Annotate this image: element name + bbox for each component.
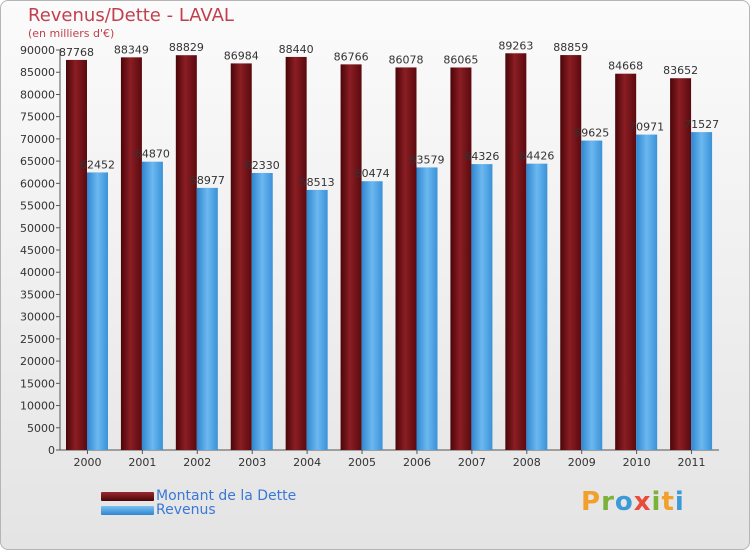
bar-dette	[505, 53, 527, 451]
data-label-dette: 87768	[59, 46, 94, 59]
x-tick-label: 2009	[568, 456, 596, 469]
proxiti-logo: Proxiti	[581, 487, 685, 517]
data-label-dette: 89263	[498, 39, 533, 52]
data-label-dette: 88349	[114, 43, 149, 56]
bar-revenus	[251, 172, 273, 450]
y-tick-label: 30000	[20, 311, 55, 324]
y-tick-label: 60000	[20, 177, 55, 190]
bar-revenus	[636, 134, 658, 450]
chart-subtitle: (en milliers d'€)	[28, 27, 115, 40]
legend-item-dette: Montant de la Dette	[101, 489, 296, 503]
bar-dette	[285, 56, 307, 450]
x-tick-label: 2001	[128, 456, 156, 469]
data-label-revenus: 71527	[684, 118, 719, 131]
bar-revenus	[416, 167, 438, 450]
x-tick-label: 2000	[73, 456, 101, 469]
data-label-dette: 88859	[553, 41, 588, 54]
bar-revenus	[471, 164, 493, 450]
y-tick-label: 5000	[27, 422, 55, 435]
x-tick-label: 2005	[348, 456, 376, 469]
bar-revenus	[581, 140, 603, 451]
bar-revenus	[141, 161, 163, 450]
y-tick-label: 90000	[20, 44, 55, 57]
logo-letter: t	[661, 487, 675, 517]
data-label-dette: 84668	[608, 60, 643, 73]
bar-revenus	[196, 187, 218, 450]
data-label-revenus: 62452	[80, 158, 115, 171]
data-label-dette: 86065	[443, 53, 478, 66]
logo-letter: P	[581, 487, 602, 517]
data-label-revenus: 58513	[300, 176, 335, 189]
legend-label-dette: Montant de la Dette	[156, 488, 297, 504]
logo-letter: i	[651, 487, 662, 517]
x-tick-label: 2003	[238, 456, 266, 469]
bar-dette	[175, 55, 197, 451]
bar-dette	[670, 78, 692, 451]
y-tick-label: 80000	[20, 88, 55, 101]
y-tick-label: 65000	[20, 155, 55, 168]
x-tick-label: 2004	[293, 456, 321, 469]
logo-letter: x	[633, 487, 652, 517]
bar-revenus	[306, 189, 328, 451]
y-tick-label: 50000	[20, 222, 55, 235]
bar-dette	[450, 67, 472, 450]
bar-revenus	[361, 181, 383, 450]
bar-revenus	[691, 132, 713, 450]
y-tick-label: 55000	[20, 200, 55, 213]
data-label-revenus: 69625	[574, 127, 609, 140]
data-label-dette: 83652	[663, 64, 698, 77]
x-tick-label: 2006	[403, 456, 431, 469]
logo-letter: o	[614, 487, 634, 517]
y-tick-label: 0	[48, 444, 55, 457]
data-label-revenus: 70971	[629, 121, 664, 134]
y-tick-label: 75000	[20, 111, 55, 124]
chart-title: Revenus/Dette - LAVAL	[28, 5, 234, 26]
logo-letter: r	[601, 487, 615, 517]
y-tick-label: 85000	[20, 66, 55, 79]
data-label-revenus: 64426	[519, 150, 554, 163]
x-tick-label: 2002	[183, 456, 211, 469]
bar-revenus	[87, 172, 108, 451]
data-label-revenus: 64870	[135, 148, 170, 161]
y-tick-label: 20000	[20, 355, 55, 368]
y-tick-label: 70000	[20, 133, 55, 146]
x-tick-label: 2008	[513, 456, 541, 469]
data-label-dette: 86766	[334, 50, 369, 63]
data-label-revenus: 64326	[464, 150, 499, 163]
data-label-dette: 88440	[279, 43, 314, 56]
legend-swatch-revenus	[101, 505, 154, 515]
y-tick-label: 25000	[20, 333, 55, 346]
data-label-dette: 86078	[389, 53, 424, 66]
data-label-revenus: 60474	[355, 167, 390, 180]
bar-dette	[66, 59, 87, 451]
y-tick-label: 10000	[20, 400, 55, 413]
legend-item-revenus: Revenus	[101, 503, 216, 517]
bar-dette	[615, 73, 637, 450]
y-tick-label: 15000	[20, 377, 55, 390]
x-tick-label: 2007	[458, 456, 486, 469]
legend-label-revenus: Revenus	[156, 502, 216, 518]
bar-dette	[120, 57, 142, 451]
x-tick-label: 2010	[623, 456, 651, 469]
bar-dette	[395, 67, 417, 450]
data-label-dette: 88829	[169, 41, 204, 54]
bar-dette	[560, 55, 582, 451]
data-label-revenus: 63579	[410, 153, 445, 166]
legend-swatch-dette	[101, 491, 154, 501]
data-label-dette: 86984	[224, 49, 259, 62]
x-tick-label: 2011	[678, 456, 706, 469]
data-label-revenus: 62330	[245, 159, 280, 172]
logo-letter: i	[674, 487, 685, 517]
bar-dette	[230, 63, 252, 450]
data-label-revenus: 58977	[190, 174, 225, 187]
y-tick-label: 35000	[20, 288, 55, 301]
bar-revenus	[526, 163, 548, 450]
bar-dette	[340, 64, 362, 450]
y-tick-label: 45000	[20, 244, 55, 257]
y-tick-label: 40000	[20, 266, 55, 279]
